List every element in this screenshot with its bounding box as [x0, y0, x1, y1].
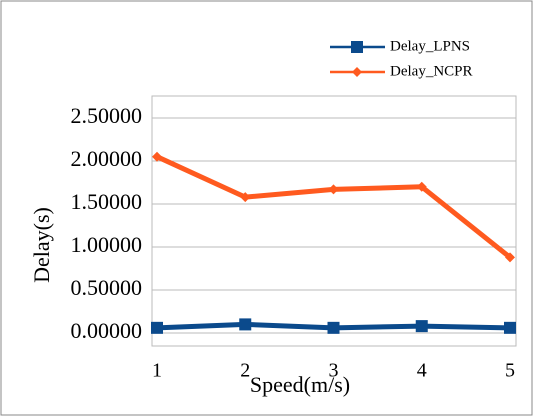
data-point [327, 321, 340, 334]
legend-marker [352, 67, 362, 77]
data-point [505, 252, 515, 263]
data-point [239, 318, 252, 331]
data-point [415, 320, 428, 333]
y-axis-label: Delay(s) [29, 207, 54, 283]
data-point [151, 321, 163, 334]
legend-label: Delay_NCPR [390, 63, 473, 79]
data-point [504, 321, 516, 334]
data-point [240, 192, 251, 203]
y-tick-label: 1.50000 [71, 189, 143, 214]
y-tick-label: 0.50000 [71, 275, 143, 300]
y-tick-label: 0.00000 [71, 318, 143, 343]
legend-label: Delay_LPNS [390, 38, 470, 54]
y-tick-label: 1.00000 [71, 232, 143, 257]
x-tick-label: 3 [329, 360, 339, 382]
data-point [416, 181, 427, 192]
y-tick-label: 2.00000 [71, 146, 143, 171]
x-tick-label: 2 [240, 360, 250, 382]
y-tick-label: 2.50000 [71, 103, 143, 128]
plot-area [151, 95, 517, 347]
x-tick-label: 1 [152, 360, 162, 382]
data-point [152, 151, 162, 162]
legend-marker [351, 41, 363, 53]
data-point [328, 184, 339, 195]
x-tick-label: 5 [505, 360, 515, 382]
x-axis-label: Speed(m/s) [250, 372, 350, 397]
x-tick-label: 4 [417, 360, 427, 382]
